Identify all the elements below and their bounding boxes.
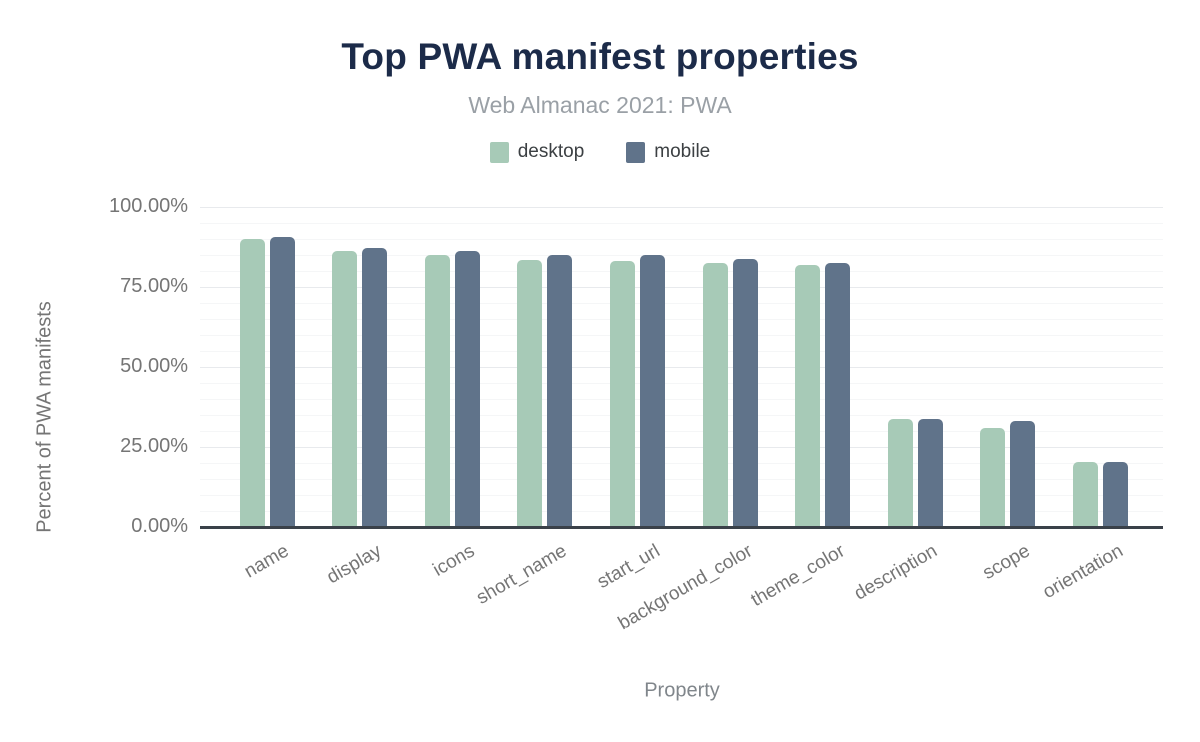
bar-mobile-display[interactable] [362,247,388,527]
chart-subtitle: Web Almanac 2021: PWA [468,92,732,118]
gridline-minor [200,254,1163,256]
y-axis-tick-label: 75.00% [120,275,188,297]
gridline-minor [200,238,1163,240]
bar-desktop-theme_color[interactable] [795,264,821,527]
x-axis-tick-label: start_url [593,540,664,593]
x-axis-title: Property [644,679,720,702]
gridline-major [200,206,1163,208]
x-axis-tick-label: short_name [473,540,571,609]
bar-desktop-icons[interactable] [424,255,450,527]
bar-desktop-start_url[interactable] [609,261,635,527]
bar-mobile-background_color[interactable] [732,258,758,527]
y-axis-title: Percent of PWA manifests [33,301,56,533]
gridline-major [200,286,1163,288]
bar-mobile-icons[interactable] [454,250,480,527]
bar-desktop-scope[interactable] [980,428,1006,527]
bar-desktop-orientation[interactable] [1072,462,1098,527]
x-axis-tick-label: description [851,540,942,605]
legend-label-mobile: mobile [654,141,711,162]
x-axis-tick-label: icons [429,540,479,581]
gridline-minor [200,270,1163,272]
legend-swatch-desktop-icon [489,141,509,163]
gridline-minor [200,430,1163,432]
gridline-major [200,446,1163,448]
y-axis-tick-label: 25.00% [120,435,188,457]
gridline-minor [200,494,1163,496]
gridline-minor [200,222,1163,224]
x-axis-tick-label: display [323,540,386,589]
legend-item-desktop[interactable]: desktop [489,141,585,163]
y-axis-tick-label: 0.00% [131,515,188,537]
bar-desktop-name[interactable] [239,239,265,527]
legend: desktop mobile [0,141,1200,163]
gridline-minor [200,382,1163,384]
bar-desktop-description[interactable] [887,418,913,527]
y-axis-tick-label: 100.00% [109,195,188,217]
gridline-minor [200,398,1163,400]
bar-mobile-scope[interactable] [1010,421,1036,527]
gridline-minor [200,510,1163,512]
x-axis-tick-label: name [241,540,293,583]
gridline-minor [200,302,1163,304]
legend-label-desktop: desktop [517,141,585,162]
bar-desktop-background_color[interactable] [702,262,728,527]
gridline-minor [200,462,1163,464]
bar-desktop-display[interactable] [332,251,358,527]
gridline-minor [200,334,1163,336]
x-axis-tick-label: theme_color [747,540,849,611]
gridline-minor [200,318,1163,320]
bar-mobile-theme_color[interactable] [825,263,851,527]
x-axis-tick-label: scope [979,540,1034,585]
gridline-minor [200,478,1163,480]
bar-mobile-orientation[interactable] [1102,462,1128,527]
chart-title: Top PWA manifest properties [341,36,859,77]
bar-desktop-short_name[interactable] [517,260,543,527]
bar-mobile-description[interactable] [917,418,943,527]
bar-mobile-short_name[interactable] [547,255,573,527]
gridline-major [200,366,1163,368]
gridline-minor [200,414,1163,416]
bar-mobile-start_url[interactable] [639,255,665,527]
x-axis-line [200,526,1163,529]
legend-swatch-mobile-icon [626,141,646,163]
gridline-minor [200,350,1163,352]
bar-mobile-name[interactable] [269,237,295,527]
y-axis-tick-label: 50.00% [120,355,188,377]
legend-item-mobile[interactable]: mobile [626,141,710,163]
x-axis-tick-label: orientation [1039,540,1127,604]
